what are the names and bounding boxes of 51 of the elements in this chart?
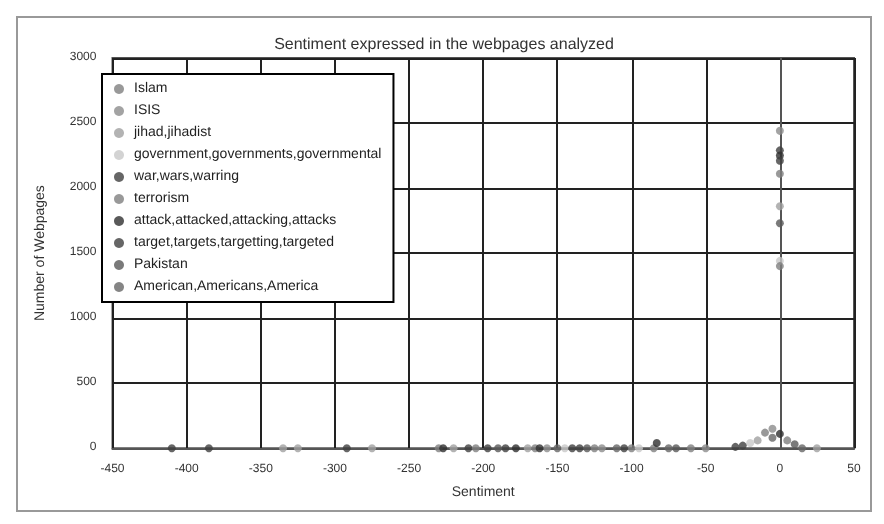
point [523, 444, 532, 453]
point [672, 444, 681, 453]
point [768, 433, 777, 442]
point [553, 444, 562, 453]
point [775, 429, 784, 438]
point [775, 169, 784, 178]
point [664, 444, 673, 453]
point [746, 439, 755, 447]
point [783, 436, 792, 445]
point [775, 262, 784, 271]
point [543, 444, 552, 453]
point [483, 444, 492, 453]
point [761, 428, 770, 437]
point [634, 444, 643, 453]
point [620, 444, 629, 453]
point [568, 444, 577, 453]
point [812, 444, 821, 453]
chart-title: Sentiment expressed in the webpages analyzed [274, 35, 614, 53]
point [501, 444, 510, 453]
point [768, 424, 777, 433]
point [590, 444, 599, 453]
point [753, 436, 762, 445]
point [494, 444, 503, 453]
point [686, 444, 695, 453]
point [583, 444, 592, 453]
point [731, 442, 740, 451]
point [798, 444, 807, 453]
point [612, 444, 621, 453]
point [701, 444, 710, 453]
point [368, 444, 377, 453]
point [627, 444, 636, 453]
point [775, 156, 784, 165]
point [471, 444, 480, 453]
point [439, 444, 448, 453]
point [575, 444, 584, 453]
point [597, 444, 606, 453]
point [738, 441, 747, 450]
point [775, 202, 784, 211]
point [449, 444, 458, 453]
point [652, 439, 661, 447]
point [342, 444, 351, 453]
point [293, 444, 302, 453]
point [775, 126, 784, 135]
point [775, 219, 784, 228]
point [560, 444, 569, 453]
point [279, 444, 288, 453]
point [790, 440, 799, 449]
point [511, 444, 520, 453]
point [464, 444, 473, 453]
point [167, 444, 176, 453]
point [204, 444, 213, 453]
